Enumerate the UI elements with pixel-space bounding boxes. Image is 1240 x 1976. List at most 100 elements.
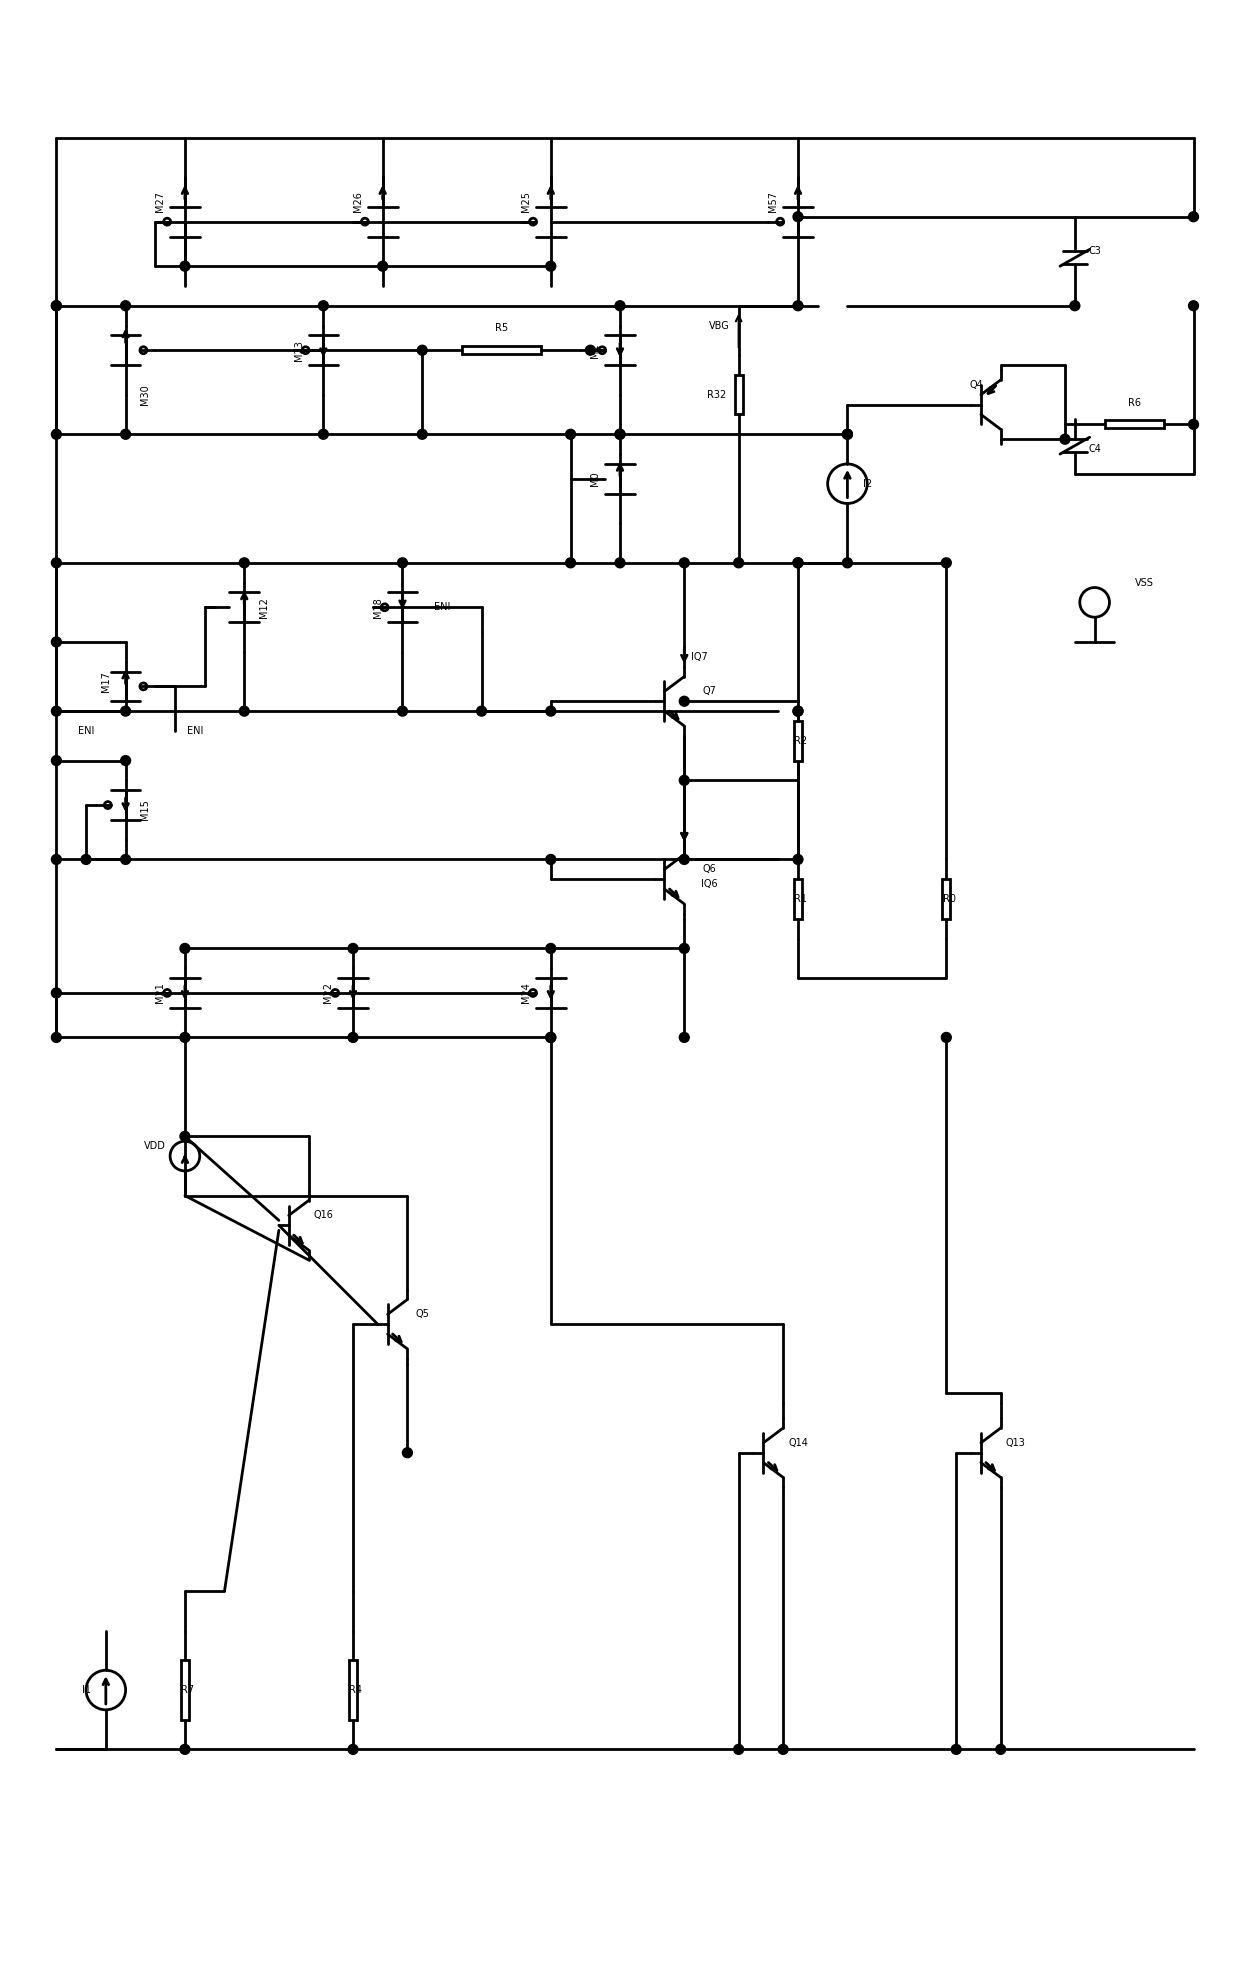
- Text: R0: R0: [942, 893, 956, 903]
- Text: M26: M26: [353, 192, 363, 211]
- Bar: [1105, 421, 1164, 429]
- Circle shape: [585, 346, 595, 356]
- Circle shape: [941, 557, 951, 567]
- Text: Q5: Q5: [415, 1310, 429, 1320]
- Text: M22: M22: [324, 982, 334, 1004]
- Circle shape: [51, 705, 61, 715]
- Text: M27: M27: [155, 192, 165, 211]
- Text: Q16: Q16: [314, 1211, 334, 1221]
- Text: R6: R6: [1127, 397, 1141, 407]
- Circle shape: [546, 1033, 556, 1043]
- Circle shape: [180, 1033, 190, 1043]
- Text: R7: R7: [181, 1686, 195, 1695]
- Circle shape: [546, 1033, 556, 1043]
- Bar: [181, 1660, 188, 1719]
- Circle shape: [996, 1745, 1006, 1755]
- Text: Q7: Q7: [702, 686, 715, 696]
- Text: M1: M1: [590, 344, 600, 358]
- Circle shape: [546, 854, 556, 864]
- Circle shape: [51, 755, 61, 765]
- Bar: [350, 1660, 357, 1719]
- Circle shape: [120, 429, 130, 439]
- Circle shape: [779, 1745, 789, 1755]
- Circle shape: [398, 557, 408, 567]
- Circle shape: [403, 1448, 413, 1458]
- Text: R4: R4: [350, 1686, 362, 1695]
- Text: ENI: ENI: [187, 725, 203, 735]
- Bar: [794, 721, 802, 761]
- Circle shape: [1070, 300, 1080, 310]
- Circle shape: [51, 300, 61, 310]
- Circle shape: [565, 429, 575, 439]
- Circle shape: [734, 557, 744, 567]
- Text: I2: I2: [863, 478, 872, 488]
- Circle shape: [476, 705, 486, 715]
- Circle shape: [1189, 300, 1198, 310]
- Circle shape: [680, 943, 689, 952]
- Bar: [735, 375, 743, 415]
- Circle shape: [615, 300, 625, 310]
- Circle shape: [842, 429, 852, 439]
- Circle shape: [51, 988, 61, 998]
- Circle shape: [120, 705, 130, 715]
- Circle shape: [680, 854, 689, 864]
- Circle shape: [180, 943, 190, 952]
- Circle shape: [842, 557, 852, 567]
- Text: C3: C3: [1089, 247, 1101, 257]
- Circle shape: [51, 636, 61, 646]
- Circle shape: [1189, 211, 1198, 221]
- Text: R1: R1: [795, 893, 807, 903]
- Circle shape: [794, 854, 804, 864]
- Circle shape: [794, 300, 804, 310]
- Text: M25: M25: [521, 192, 531, 211]
- Circle shape: [418, 346, 428, 356]
- Circle shape: [418, 429, 428, 439]
- Circle shape: [348, 1745, 358, 1755]
- Text: IQ7: IQ7: [691, 652, 708, 662]
- Text: ENI: ENI: [434, 603, 450, 613]
- Circle shape: [319, 429, 329, 439]
- Circle shape: [615, 429, 625, 439]
- Circle shape: [239, 705, 249, 715]
- Text: M30: M30: [140, 385, 150, 405]
- Circle shape: [615, 557, 625, 567]
- Circle shape: [734, 1745, 744, 1755]
- Circle shape: [1060, 435, 1070, 445]
- Circle shape: [120, 755, 130, 765]
- Circle shape: [794, 557, 804, 567]
- Text: ENI: ENI: [78, 725, 94, 735]
- Text: VSS: VSS: [1135, 577, 1153, 587]
- Circle shape: [398, 705, 408, 715]
- Circle shape: [378, 261, 388, 271]
- Text: M18: M18: [373, 597, 383, 618]
- Circle shape: [51, 557, 61, 567]
- Circle shape: [615, 429, 625, 439]
- Circle shape: [680, 696, 689, 705]
- Text: IQ6: IQ6: [701, 879, 717, 889]
- Circle shape: [951, 1745, 961, 1755]
- Text: M0: M0: [590, 472, 600, 486]
- Circle shape: [239, 557, 249, 567]
- Circle shape: [319, 300, 329, 310]
- Circle shape: [941, 1033, 951, 1043]
- Bar: [461, 346, 541, 354]
- Text: I1: I1: [82, 1686, 91, 1695]
- Text: C4: C4: [1089, 445, 1101, 454]
- Circle shape: [348, 1033, 358, 1043]
- Circle shape: [546, 705, 556, 715]
- Circle shape: [180, 261, 190, 271]
- Text: M23: M23: [294, 340, 304, 362]
- Text: Q14: Q14: [789, 1439, 808, 1448]
- Circle shape: [51, 854, 61, 864]
- Circle shape: [1189, 419, 1198, 429]
- Circle shape: [51, 300, 61, 310]
- Text: M24: M24: [521, 982, 531, 1004]
- Circle shape: [51, 1033, 61, 1043]
- Circle shape: [565, 557, 575, 567]
- Bar: [794, 879, 802, 919]
- Text: M21: M21: [155, 982, 165, 1004]
- Circle shape: [842, 429, 852, 439]
- Text: Q4: Q4: [970, 379, 983, 389]
- Text: M12: M12: [259, 597, 269, 618]
- Circle shape: [51, 429, 61, 439]
